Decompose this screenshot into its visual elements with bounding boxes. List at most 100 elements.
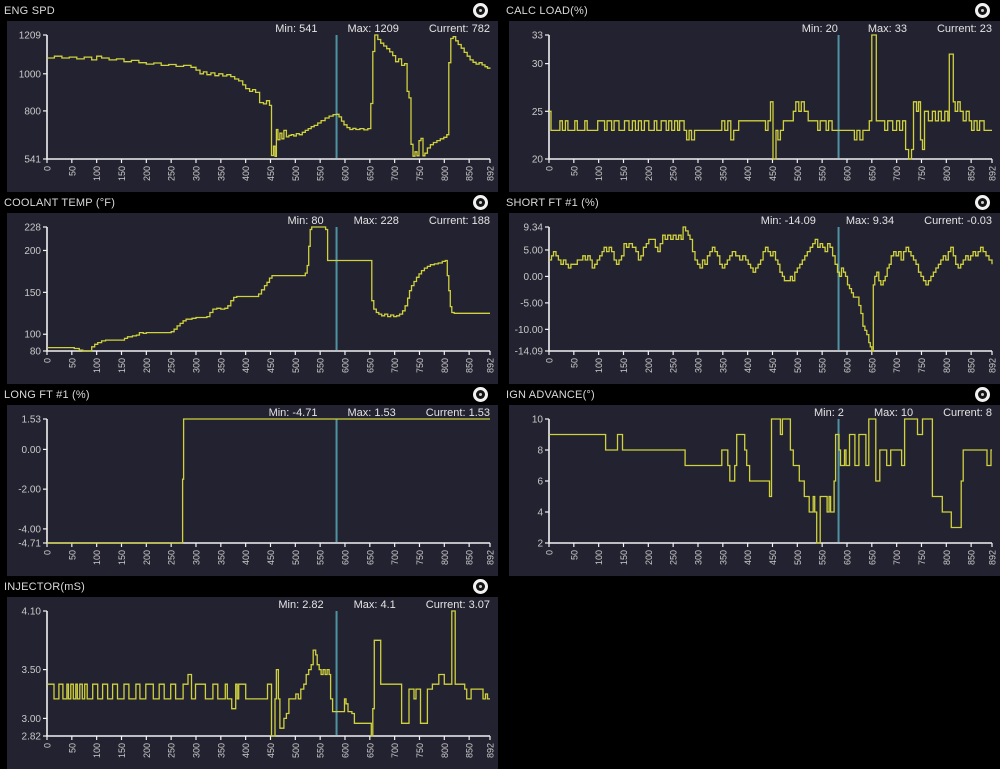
svg-text:750: 750 [415, 550, 425, 565]
svg-text:650: 650 [365, 166, 375, 181]
chart-plot-short-ft-1[interactable]: 9.34 5.00 0.00 -5.00 -10.00 -14.090 50 100 150 20… [509, 213, 1000, 384]
panel-title: COOLANT TEMP (°F) [4, 196, 116, 209]
svg-text:800: 800 [440, 743, 450, 758]
svg-text:800: 800 [440, 166, 450, 181]
svg-text:50: 50 [67, 550, 77, 560]
chart-panel-long-ft-1: LONG FT #1 (%) Min: -4.71 Max: 1.53 Curr… [0, 384, 498, 576]
record-icon-eng-spd[interactable] [473, 3, 488, 18]
svg-text:650: 650 [365, 358, 375, 373]
svg-text:150: 150 [619, 550, 629, 565]
record-icon-coolant-temp[interactable] [473, 195, 488, 210]
empty-grid-cell [502, 576, 1000, 769]
svg-text:50: 50 [569, 166, 579, 176]
record-icon-injector[interactable] [473, 579, 488, 594]
chart-stats: Min: -14.09 Max: 9.34 Current: -0.03 [761, 215, 992, 227]
svg-text:-2.00: -2.00 [18, 485, 41, 496]
stat-max: Max: 228 [353, 215, 399, 227]
svg-text:100: 100 [92, 550, 102, 565]
svg-text:5.00: 5.00 [524, 245, 544, 256]
svg-text:350: 350 [216, 550, 226, 565]
stat-max: Max: 1.53 [347, 407, 396, 419]
svg-text:250: 250 [167, 550, 177, 565]
record-icon-dot [479, 9, 482, 12]
stat-min: Min: 541 [275, 23, 318, 35]
chart-stats: Min: 2 Max: 10 Current: 8 [814, 407, 992, 419]
svg-text:892: 892 [486, 358, 496, 373]
stat-max: Max: 1209 [347, 23, 399, 35]
chart-panel-coolant-temp: COOLANT TEMP (°F) Min: 80 Max: 228 Curre… [0, 192, 498, 384]
svg-text:400: 400 [241, 743, 251, 758]
svg-text:500: 500 [291, 743, 301, 758]
chart-plot-long-ft-1[interactable]: 1.53 0.00 -2.00 -4.00 -4.710 50 100 150 200 250 30… [7, 405, 498, 576]
svg-text:4.10: 4.10 [22, 607, 42, 618]
chart-area: Min: 2.82 Max: 4.1 Current: 3.07 4.10 3.5… [7, 597, 498, 769]
svg-text:20: 20 [532, 155, 544, 166]
svg-text:700: 700 [390, 358, 400, 373]
svg-text:100: 100 [24, 330, 41, 341]
svg-text:-4.71: -4.71 [18, 539, 41, 550]
svg-text:0: 0 [545, 166, 555, 171]
chart-plot-calc-load[interactable]: 33 30 25 200 50 100 150 200 250 300 350 400 450 500 55… [509, 21, 1000, 192]
svg-text:650: 650 [867, 550, 877, 565]
svg-text:300: 300 [693, 550, 703, 565]
record-icon-dot [479, 393, 482, 396]
svg-text:0: 0 [43, 550, 53, 555]
chart-stats: Min: 541 Max: 1209 Current: 782 [275, 23, 490, 35]
chart-area: Min: -4.71 Max: 1.53 Current: 1.53 1.53 0… [7, 405, 498, 576]
svg-text:30: 30 [532, 59, 544, 70]
chart-area: Min: -14.09 Max: 9.34 Current: -0.03 9.3… [509, 213, 1000, 384]
stat-min: Min: 2 [813, 407, 844, 419]
svg-text:0.00: 0.00 [22, 445, 42, 456]
chart-plot-ign-advance[interactable]: 10 8 6 4 20 50 100 150 200 250 300 350 400 450 500 550 6… [509, 405, 1000, 576]
panel-titlebar: LONG FT #1 (%) [0, 384, 498, 405]
record-icon-long-ft-1[interactable] [473, 387, 488, 402]
svg-text:850: 850 [465, 358, 475, 373]
svg-text:450: 450 [266, 166, 276, 181]
panel-title: CALC LOAD(%) [506, 4, 588, 17]
chart-plot-injector[interactable]: 4.10 3.50 3.00 2.820 50 100 150 200 250 300 350 400… [7, 597, 498, 769]
panel-title: LONG FT #1 (%) [4, 388, 90, 401]
panel-titlebar: COOLANT TEMP (°F) [0, 192, 498, 213]
svg-text:400: 400 [743, 166, 753, 181]
svg-text:892: 892 [988, 358, 998, 373]
svg-text:10: 10 [532, 415, 544, 426]
record-icon-dot [479, 585, 482, 588]
svg-text:850: 850 [465, 550, 475, 565]
svg-text:550: 550 [818, 550, 828, 565]
svg-text:3.50: 3.50 [22, 665, 42, 676]
svg-text:700: 700 [390, 550, 400, 565]
svg-text:800: 800 [440, 550, 450, 565]
stat-current: Current: 1.53 [425, 407, 490, 419]
svg-text:600: 600 [340, 166, 350, 181]
svg-text:300: 300 [693, 166, 703, 181]
svg-text:550: 550 [316, 550, 326, 565]
record-icon-short-ft-1[interactable] [975, 195, 990, 210]
svg-text:892: 892 [988, 166, 998, 181]
svg-text:550: 550 [818, 358, 828, 373]
svg-text:8: 8 [537, 446, 543, 457]
svg-text:25: 25 [532, 107, 544, 118]
chart-plot-coolant-temp[interactable]: 228 200 150 100 800 50 100 150 200 250 300 350 400 45… [7, 213, 498, 384]
svg-text:550: 550 [316, 166, 326, 181]
panel-titlebar: INJECTOR(mS) [0, 576, 498, 597]
chart-area: Min: 80 Max: 228 Current: 188 228 200 150 1… [7, 213, 498, 384]
chart-stats: Min: 20 Max: 33 Current: 23 [802, 23, 992, 35]
svg-text:600: 600 [842, 358, 852, 373]
svg-text:850: 850 [465, 743, 475, 758]
svg-text:650: 650 [365, 743, 375, 758]
stat-min: Min: 2.82 [278, 599, 324, 611]
chart-area: Min: 541 Max: 1209 Current: 782 1209 1000… [7, 21, 498, 192]
svg-text:33: 33 [532, 31, 544, 42]
svg-text:400: 400 [743, 358, 753, 373]
svg-text:892: 892 [486, 743, 496, 758]
svg-text:-10.00: -10.00 [515, 325, 544, 336]
svg-text:200: 200 [142, 743, 152, 758]
svg-text:800: 800 [24, 106, 41, 117]
panel-title: INJECTOR(mS) [4, 580, 86, 593]
svg-text:2: 2 [537, 539, 543, 550]
record-icon-calc-load[interactable] [975, 3, 990, 18]
svg-text:150: 150 [117, 743, 127, 758]
record-icon-ign-advance[interactable] [975, 387, 990, 402]
